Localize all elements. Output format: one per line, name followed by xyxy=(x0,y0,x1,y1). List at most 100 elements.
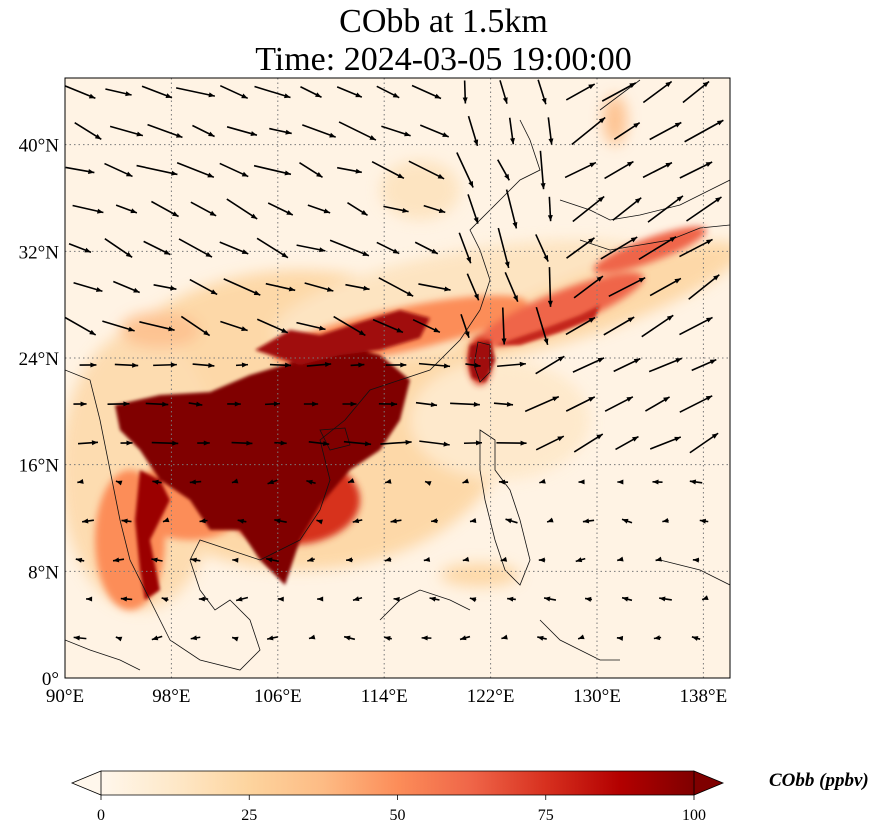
wind-arrow xyxy=(74,121,102,141)
wind-arrow xyxy=(73,282,103,292)
wind-arrow xyxy=(269,362,292,368)
wind-arrow xyxy=(613,121,641,141)
wind-arrow xyxy=(565,316,596,336)
wind-arrow xyxy=(190,635,201,641)
wind-arrow xyxy=(411,84,442,100)
colorbar-label: CObb (ppbv) xyxy=(769,770,869,791)
wind-arrow xyxy=(68,243,92,253)
wind-arrow xyxy=(571,116,606,146)
wind-arrow xyxy=(652,479,663,485)
wind-arrow xyxy=(524,395,560,413)
wind-arrow xyxy=(418,283,451,292)
wind-arrow xyxy=(547,196,553,222)
wind-arrow xyxy=(499,80,508,104)
wind-arrow xyxy=(264,401,281,407)
wind-arrow xyxy=(679,238,713,258)
cobb-field xyxy=(65,95,730,610)
wind-arrow xyxy=(115,204,138,214)
wind-vectors xyxy=(65,79,724,642)
wind-arrow xyxy=(115,636,123,642)
wind-arrow xyxy=(429,596,440,602)
wind-arrow xyxy=(679,395,713,413)
wind-arrow xyxy=(190,201,217,217)
map-frame xyxy=(64,77,731,679)
wind-arrow xyxy=(267,479,278,485)
wind-arrow xyxy=(535,355,565,375)
x-tick-label: 106°E xyxy=(254,686,302,707)
wind-arrow xyxy=(65,166,95,174)
wind-arrow xyxy=(621,596,633,602)
wind-arrow xyxy=(153,362,177,368)
wind-arrow xyxy=(120,440,133,446)
wind-arrow xyxy=(73,401,87,407)
wind-arrow xyxy=(699,518,709,524)
wind-arrow xyxy=(303,401,319,407)
wind-arrow xyxy=(121,518,132,524)
wind-arrow xyxy=(151,635,163,641)
wind-arrow xyxy=(659,596,672,602)
wind-arrow xyxy=(456,152,474,188)
wind-arrow xyxy=(231,636,239,642)
wind-arrow xyxy=(265,282,296,292)
wind-arrow xyxy=(642,80,673,104)
wind-arrow xyxy=(688,274,720,300)
wind-arrow xyxy=(347,202,368,216)
wind-arrow xyxy=(75,557,85,563)
wind-arrow xyxy=(450,401,480,407)
wind-arrow xyxy=(547,267,553,307)
wind-arrow xyxy=(107,401,130,407)
wind-arrow xyxy=(376,241,400,255)
wind-arrow xyxy=(77,478,84,484)
wind-arrow xyxy=(307,204,331,214)
title-line-2: Time: 2024-03-05 19:00:00 xyxy=(255,41,632,78)
wind-arrow xyxy=(691,358,717,372)
colorbar-tick-label: 100 xyxy=(682,807,706,824)
wind-arrow xyxy=(408,160,445,180)
wind-arrow xyxy=(226,198,258,220)
wind-arrow xyxy=(342,401,357,407)
wind-arrow xyxy=(343,635,356,641)
colorbar-ticks: 0 25 50 75 100 xyxy=(97,795,706,824)
wind-arrow xyxy=(296,244,326,253)
wind-arrow xyxy=(277,596,284,602)
x-tick-label: 114°E xyxy=(361,686,408,707)
wind-arrow xyxy=(466,273,480,301)
colorbar-extend-high xyxy=(693,770,725,796)
wind-arrow xyxy=(72,204,104,214)
wind-arrow xyxy=(648,357,683,373)
wind-arrow xyxy=(378,277,414,297)
wind-arrow xyxy=(582,518,595,524)
wind-arrow xyxy=(566,237,595,259)
wind-arrow xyxy=(679,316,713,336)
wind-arrow xyxy=(508,117,515,145)
wind-arrow xyxy=(679,161,713,179)
wind-arrow xyxy=(418,362,451,369)
wind-arrow xyxy=(198,596,209,602)
wind-arrow xyxy=(621,518,633,524)
wind-arrow xyxy=(253,164,292,176)
wind-arrow xyxy=(176,162,215,178)
wind-arrow xyxy=(578,479,585,485)
wind-arrow xyxy=(572,195,605,223)
wind-arrow xyxy=(469,518,477,523)
wind-arrow xyxy=(419,440,450,447)
y-axis-ticks: 0° 8°N 16°N 24°N 32°N 40°N xyxy=(19,136,60,690)
wind-arrow xyxy=(346,557,353,563)
wind-arrow xyxy=(501,307,507,345)
wind-arrow xyxy=(539,150,546,190)
wind-arrow xyxy=(227,401,241,407)
wind-arrow xyxy=(376,85,400,99)
wind-arrow xyxy=(380,439,412,445)
wind-arrow xyxy=(384,478,392,484)
wind-arrow xyxy=(153,284,177,291)
wind-arrow xyxy=(689,432,719,454)
wind-arrow xyxy=(139,321,175,332)
wind-arrow xyxy=(343,440,372,447)
wind-arrow xyxy=(307,557,315,562)
wind-arrow xyxy=(223,278,261,296)
wind-arrow xyxy=(385,362,407,368)
wind-arrow xyxy=(459,635,471,641)
wind-arrow xyxy=(565,83,596,101)
wind-arrow xyxy=(645,396,670,412)
wind-arrow xyxy=(189,278,218,296)
